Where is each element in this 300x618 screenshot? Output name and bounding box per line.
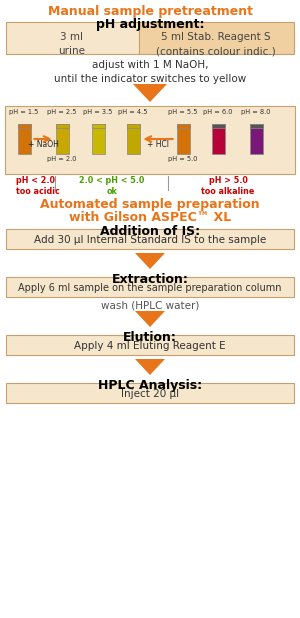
Text: 5 ml Stab. Reagent S
(contains colour indic.): 5 ml Stab. Reagent S (contains colour in… <box>156 32 276 56</box>
Text: Automated sample preparation: Automated sample preparation <box>40 198 260 211</box>
Text: + HCl: + HCl <box>147 140 169 149</box>
Text: pH adjustment:: pH adjustment: <box>96 18 204 31</box>
Text: pH = 3.5: pH = 3.5 <box>83 109 113 115</box>
Text: 2.0 < pH < 5.0
ok: 2.0 < pH < 5.0 ok <box>79 176 145 196</box>
Polygon shape <box>133 84 167 102</box>
Polygon shape <box>135 311 165 327</box>
Text: Apply 6 ml sample on the sample preparation column: Apply 6 ml sample on the sample preparat… <box>18 283 282 293</box>
Text: Apply 4 ml Eluting Reagent E: Apply 4 ml Eluting Reagent E <box>74 341 226 351</box>
Text: Addition of IS:: Addition of IS: <box>100 225 200 238</box>
Bar <box>250 124 262 128</box>
Text: pH = 2.0: pH = 2.0 <box>47 156 77 162</box>
Bar <box>127 124 140 128</box>
Bar <box>6 22 139 54</box>
Text: Inject 20 μl: Inject 20 μl <box>121 389 179 399</box>
Bar <box>17 124 31 154</box>
Text: pH = 2.5: pH = 2.5 <box>47 109 77 115</box>
Bar <box>56 124 68 128</box>
Text: Manual sample pretreatment: Manual sample pretreatment <box>47 5 253 18</box>
Text: Add 30 μl Internal Standard IS to the sample: Add 30 μl Internal Standard IS to the sa… <box>34 235 266 245</box>
Bar <box>176 124 190 128</box>
Text: pH = 4.5: pH = 4.5 <box>118 109 148 115</box>
Bar <box>92 124 104 128</box>
Bar <box>250 124 262 154</box>
Text: 3 ml
urine: 3 ml urine <box>58 32 85 56</box>
Text: wash (HPLC water): wash (HPLC water) <box>101 300 199 310</box>
Text: pH = 1.5: pH = 1.5 <box>9 109 39 115</box>
Text: HPLC Analysis:: HPLC Analysis: <box>98 379 202 392</box>
Polygon shape <box>135 359 165 375</box>
Text: pH = 6.0: pH = 6.0 <box>203 109 233 115</box>
Bar <box>176 124 190 154</box>
Text: pH = 5.5: pH = 5.5 <box>168 109 198 115</box>
Bar <box>17 124 31 128</box>
Text: adjust with 1 M NaOH,
until the indicator switches to yellow: adjust with 1 M NaOH, until the indicato… <box>54 60 246 84</box>
Text: pH > 5.0
too alkaline: pH > 5.0 too alkaline <box>201 176 255 196</box>
Bar <box>92 124 104 154</box>
Bar <box>6 277 294 297</box>
Bar <box>56 124 68 154</box>
Bar <box>212 124 224 154</box>
Bar <box>212 124 224 128</box>
Polygon shape <box>135 253 165 269</box>
Text: Elution:: Elution: <box>123 331 177 344</box>
Bar <box>5 106 295 174</box>
Text: with Gilson ASPEC™ XL: with Gilson ASPEC™ XL <box>69 211 231 224</box>
Text: Extraction:: Extraction: <box>112 273 188 286</box>
Bar <box>6 229 294 249</box>
Bar <box>127 124 140 154</box>
Bar <box>6 335 294 355</box>
Bar <box>139 22 294 54</box>
Text: pH = 8.0: pH = 8.0 <box>241 109 271 115</box>
Bar <box>6 383 294 403</box>
Text: pH < 2.0
too acidic: pH < 2.0 too acidic <box>16 176 60 196</box>
Text: + NaOH: + NaOH <box>28 140 58 149</box>
Text: pH = 5.0: pH = 5.0 <box>168 156 198 162</box>
